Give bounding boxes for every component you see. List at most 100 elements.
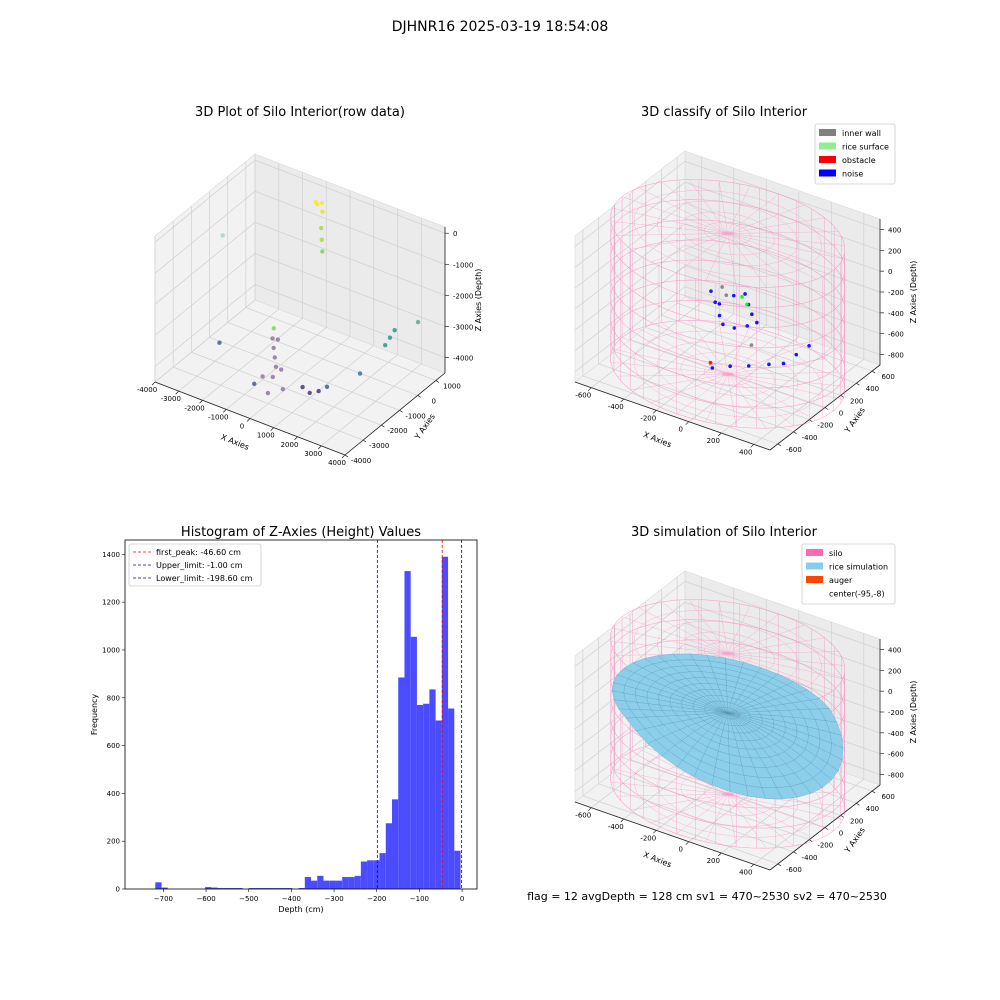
depth-histogram: Histogram of Z-Axies (Height) Values −700…: [90, 525, 478, 914]
histogram-bar: [373, 860, 380, 889]
data-point: [732, 326, 737, 330]
histogram-bar: [416, 704, 424, 889]
data-point: [755, 320, 759, 325]
z-tick-label: -3000: [453, 323, 473, 331]
figure-title: DJHNR16 2025-03-19 18:54:08: [392, 19, 609, 35]
x-axis-line: [154, 381, 346, 456]
silo-spoke: [727, 794, 817, 841]
data-point: [265, 390, 271, 396]
y-tick-label: -2000: [387, 427, 407, 435]
x-axis-label: X Axies: [642, 850, 673, 869]
silo-spoke: [727, 374, 834, 412]
x-axis-label: X Axies: [642, 430, 673, 449]
histogram-bar: [261, 888, 268, 889]
silo-spoke: [621, 196, 728, 234]
z-gridline: [574, 581, 881, 667]
x-gridline: [202, 172, 303, 401]
x-tick-label: −100: [410, 895, 429, 903]
data-point: [300, 384, 305, 390]
silo-cap-ring: [680, 352, 775, 397]
silo-spoke: [727, 374, 767, 429]
x-tick-label: 0: [679, 426, 683, 434]
x-gridline: [226, 181, 327, 410]
y-gridline: [629, 193, 826, 408]
silo-spoke: [727, 358, 825, 375]
data-point: [717, 313, 722, 318]
z-gridline: [574, 601, 881, 688]
z-tick-label: -1000: [453, 261, 473, 269]
silo-spoke: [630, 233, 728, 250]
rice-surface: [612, 653, 844, 800]
y-axis-label: Frequency: [90, 694, 99, 736]
y-tick-label: -1000: [405, 412, 425, 420]
silo-spoke: [638, 187, 728, 234]
silo-spoke: [727, 605, 750, 654]
silo-spoke: [688, 599, 728, 654]
y-gridline: [209, 191, 400, 411]
y-tick: [777, 443, 782, 447]
data-point: [743, 292, 747, 296]
legend-label: silo: [829, 549, 843, 558]
histogram-bar: [398, 677, 405, 889]
histogram-bar: [429, 689, 436, 889]
z-gridline: [154, 253, 446, 336]
legend-label: obstacle: [842, 156, 876, 165]
z-tick-label: 0: [453, 230, 457, 238]
data-point: [720, 285, 724, 289]
x-tick-label: -400: [608, 403, 624, 411]
y-tick-label: 400: [107, 790, 120, 798]
panel-title: 3D Plot of Silo Interior(row data): [195, 105, 405, 120]
legend-swatch: [819, 169, 836, 177]
x-tick-label: 2000: [281, 441, 299, 449]
histogram-bar: [230, 888, 237, 889]
y-gridline: [598, 217, 794, 433]
data-point: [217, 340, 222, 345]
data-point: [271, 326, 277, 331]
y-tick: [871, 790, 876, 794]
data-point: [721, 322, 725, 327]
data-point: [708, 360, 713, 365]
x-tick-label: -4000: [137, 386, 157, 394]
legend-box: [814, 123, 896, 185]
histogram-bar: [435, 720, 442, 889]
data-point: [745, 302, 749, 307]
y-tick: [344, 454, 349, 458]
data-point: [272, 355, 277, 360]
silo-spoke: [727, 374, 817, 421]
y-tick-label: 200: [850, 397, 863, 405]
silo-cap-center: [721, 651, 734, 656]
silo-spoke: [727, 374, 845, 387]
histogram-bar: [155, 882, 162, 889]
histogram-bar: [360, 861, 368, 889]
silo-spoke: [727, 374, 794, 427]
x-tick-label: −400: [282, 895, 301, 903]
histogram-bar: [448, 708, 455, 889]
silo-spoke: [727, 193, 779, 234]
data-point: [273, 364, 279, 370]
silo-spoke: [727, 794, 794, 847]
panel-title: 3D simulation of Silo Interior: [631, 525, 818, 540]
data-point: [382, 343, 388, 348]
data-point: [387, 335, 393, 340]
y-axis-label: Y Axies: [842, 826, 867, 856]
silo-spoke: [612, 768, 728, 795]
z-axis-label: Z Axies (Depth): [474, 269, 483, 332]
data-point: [319, 237, 324, 242]
data-point: [781, 361, 786, 366]
histogram-bar: [379, 853, 386, 889]
data-point: [749, 343, 754, 347]
x-gridline: [753, 633, 865, 865]
z-tick-label: 0: [888, 268, 892, 276]
silo-spoke: [727, 231, 839, 234]
z-gridline: [574, 265, 881, 351]
x-tick: [246, 418, 251, 422]
silo-spoke: [727, 794, 843, 820]
data-point: [767, 362, 771, 367]
data-point: [260, 374, 265, 379]
x-tick-label: 3000: [304, 450, 322, 458]
y-tick-label: 1400: [102, 551, 120, 559]
x-tick-label: 0: [240, 423, 244, 431]
x-tick: [199, 400, 203, 404]
z-axis-label: Z Axies (Depth): [909, 261, 918, 324]
